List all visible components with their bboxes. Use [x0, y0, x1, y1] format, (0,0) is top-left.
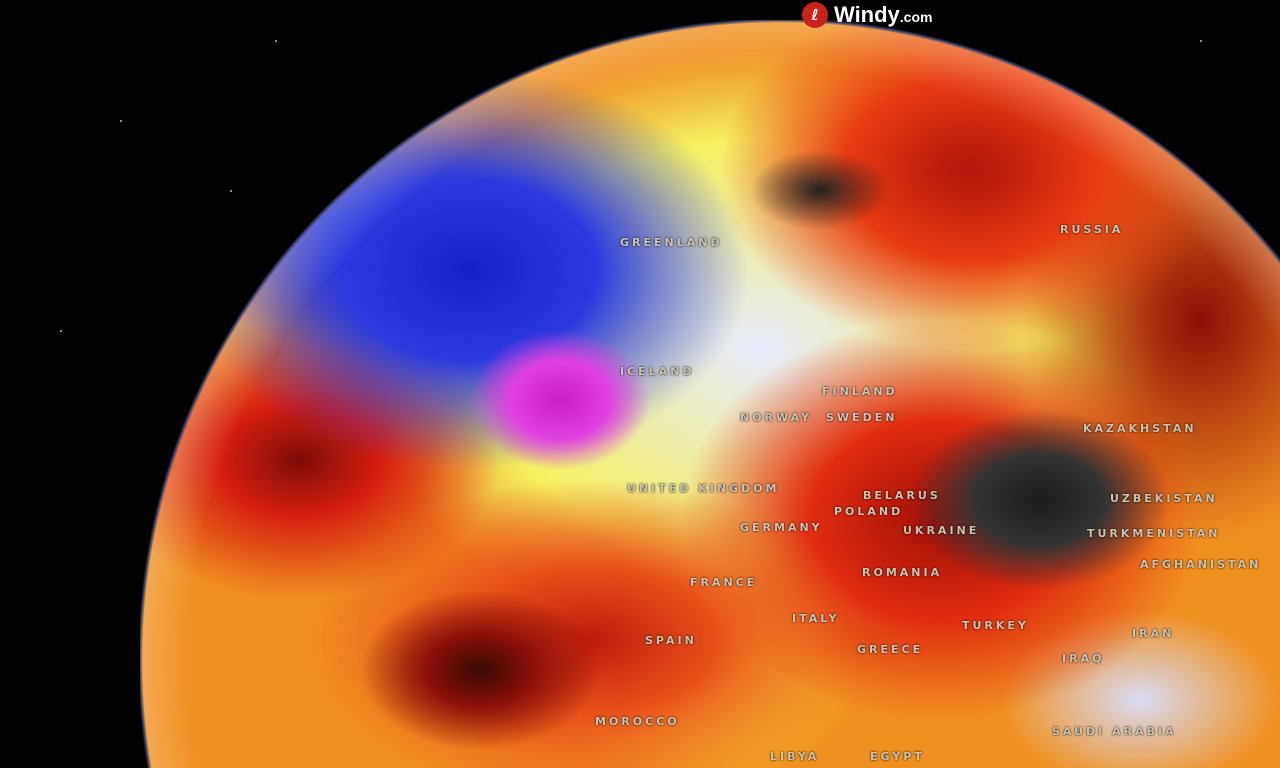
label-morocco: MOROCCO [595, 715, 680, 728]
star [120, 120, 122, 122]
label-germany: GERMANY [740, 521, 823, 534]
windy-logo[interactable]: ℓ Windy.com [802, 2, 932, 28]
label-romania: ROMANIA [862, 566, 943, 579]
label-spain: SPAIN [645, 634, 697, 647]
label-turkey: TURKEY [962, 619, 1029, 632]
label-saudi-arabia: SAUDI ARABIA [1052, 725, 1177, 738]
star [60, 330, 62, 332]
weather-globe-map[interactable] [140, 20, 1280, 768]
label-greenland: GREENLAND [620, 236, 723, 249]
label-libya: LIBYA [770, 750, 820, 763]
label-greece: GREECE [857, 643, 924, 656]
brand-suffix: .com [899, 9, 933, 25]
label-united-kingdom: UNITED KINGDOM [627, 482, 780, 495]
label-iran: IRAN [1132, 627, 1175, 640]
label-uzbekistan: UZBEKISTAN [1110, 492, 1218, 505]
label-iceland: ICELAND [620, 365, 695, 378]
label-kazakhstan: KAZAKHSTAN [1083, 422, 1197, 435]
label-turkmenistan: TURKMENISTAN [1087, 527, 1221, 540]
label-afghanistan: AFGHANISTAN [1140, 558, 1262, 571]
label-italy: ITALY [792, 612, 840, 625]
label-finland: FINLAND [822, 385, 898, 398]
label-russia: RUSSIA [1060, 223, 1124, 236]
brand-name: Windy [834, 2, 900, 27]
label-sweden: SWEDEN [826, 411, 898, 424]
label-poland: POLAND [834, 505, 904, 518]
label-norway: NORWAY [740, 411, 813, 424]
label-egypt: EGYPT [870, 750, 925, 763]
windy-logo-icon: ℓ [802, 2, 828, 28]
label-france: FRANCE [690, 576, 758, 589]
label-ukraine: UKRAINE [903, 524, 980, 537]
label-iraq: IRAQ [1062, 652, 1105, 665]
label-belarus: BELARUS [863, 489, 941, 502]
logo-text: Windy.com [834, 2, 932, 28]
